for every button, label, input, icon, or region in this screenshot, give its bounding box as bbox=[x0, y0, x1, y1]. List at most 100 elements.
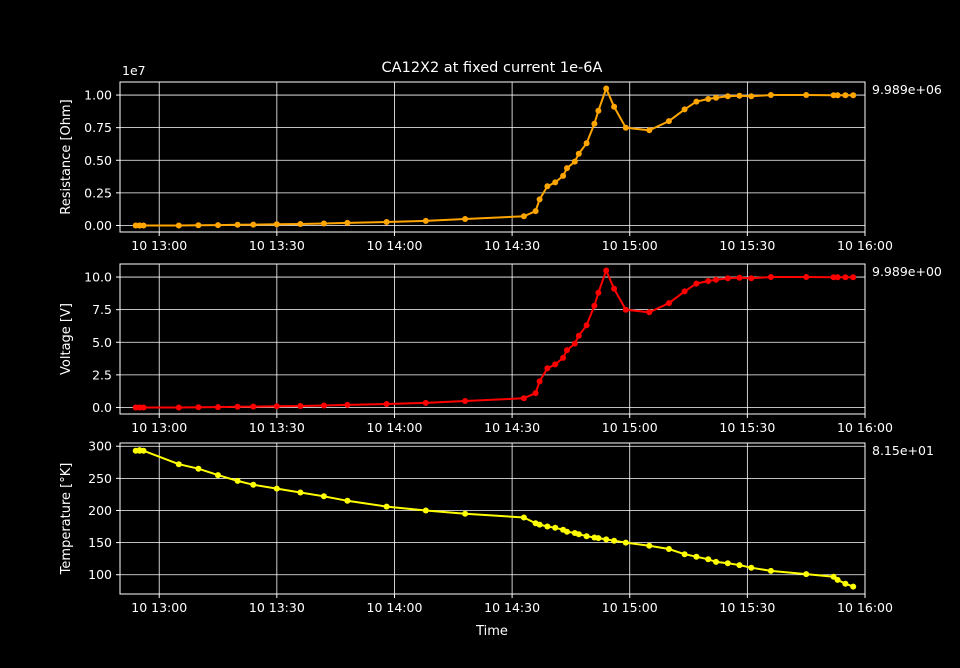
voltage-data-point bbox=[834, 274, 841, 281]
temperature-data-point bbox=[383, 503, 390, 510]
temperature-data-point bbox=[536, 521, 543, 528]
resistance-x-tick-label: 10 14:00 bbox=[367, 238, 423, 253]
voltage-data-point bbox=[215, 404, 221, 411]
resistance-data-point bbox=[713, 94, 719, 101]
temperature-x-tick-label: 10 14:00 bbox=[367, 600, 423, 615]
voltage-data-point bbox=[536, 378, 543, 385]
voltage-x-tick-label: 10 16:00 bbox=[837, 420, 893, 435]
temperature-data-point bbox=[583, 533, 590, 540]
resistance-data-point bbox=[681, 106, 688, 113]
voltage-y-tick-label: 10.0 bbox=[84, 270, 112, 285]
resistance-data-point bbox=[383, 219, 390, 225]
voltage-x-tick-label: 10 13:30 bbox=[249, 420, 305, 435]
resistance-series-points bbox=[132, 85, 857, 229]
temperature-x-tick-label: 10 15:30 bbox=[719, 600, 775, 615]
temperature-y-tick-label: 300 bbox=[88, 439, 112, 454]
resistance-data-point bbox=[215, 222, 221, 229]
resistance-data-point bbox=[520, 213, 527, 220]
temperature-data-point bbox=[736, 562, 743, 569]
voltage-grid bbox=[120, 264, 866, 414]
voltage-data-point bbox=[767, 274, 774, 280]
resistance-data-point bbox=[560, 172, 567, 179]
resistance-data-point bbox=[583, 140, 590, 147]
temperature-data-point bbox=[564, 528, 570, 535]
voltage-data-point bbox=[575, 332, 582, 339]
temperature-data-point bbox=[273, 485, 280, 492]
resistance-y-label: Resistance [Ohm] bbox=[59, 99, 74, 214]
voltage-x-tick-label: 10 14:00 bbox=[367, 420, 423, 435]
voltage-data-point bbox=[646, 309, 653, 316]
voltage-x-ticks: 10 13:00 10 13:30 10 14:00 10 14:30 10 15:00… bbox=[131, 414, 893, 435]
temperature-data-point bbox=[646, 542, 653, 549]
voltage-data-point bbox=[544, 365, 551, 372]
temperature-data-point bbox=[603, 536, 610, 543]
voltage-last-value-label: 9.989e+00 bbox=[872, 264, 942, 279]
temperature-x-tick-label: 10 16:00 bbox=[837, 600, 893, 615]
voltage-data-point bbox=[583, 322, 590, 329]
resistance-x-tick-label: 10 13:30 bbox=[249, 238, 305, 253]
resistance-data-point bbox=[748, 93, 755, 100]
voltage-data-point bbox=[748, 275, 755, 282]
voltage-data-point bbox=[622, 306, 629, 313]
voltage-series-points bbox=[132, 267, 857, 411]
resistance-data-point bbox=[834, 92, 841, 99]
temperature-data-point bbox=[665, 546, 672, 552]
voltage-axes-frame bbox=[119, 263, 866, 415]
voltage-data-point bbox=[803, 274, 810, 280]
voltage-data-point bbox=[234, 403, 241, 410]
voltage-data-point bbox=[603, 267, 610, 274]
voltage-data-point bbox=[560, 354, 567, 361]
temperature-data-point bbox=[705, 556, 712, 563]
temperature-data-point bbox=[520, 514, 527, 521]
voltage-data-point bbox=[250, 403, 257, 410]
voltage-data-point bbox=[713, 276, 719, 283]
resistance-data-point bbox=[803, 92, 810, 98]
temperature-data-point bbox=[767, 567, 774, 574]
resistance-data-point bbox=[140, 222, 147, 229]
voltage-x-tick-label: 10 15:30 bbox=[719, 420, 775, 435]
resistance-data-point bbox=[603, 85, 610, 92]
voltage-data-point bbox=[665, 300, 672, 307]
voltage-y-tick-label: 7.5 bbox=[92, 302, 112, 317]
resistance-data-point bbox=[422, 217, 429, 224]
resistance-x-tick-label: 10 16:00 bbox=[837, 238, 893, 253]
temperature-axes-frame bbox=[119, 442, 866, 595]
temperature-data-point bbox=[462, 510, 469, 517]
resistance-y-ticks: 0.00 0.25 0.50 0.75 1.00 bbox=[84, 88, 120, 233]
temperature-data-point bbox=[713, 558, 719, 565]
resistance-data-point bbox=[693, 98, 700, 105]
resistance-data-point bbox=[767, 92, 774, 98]
resistance-data-point bbox=[591, 120, 598, 127]
temperature-data-point bbox=[842, 580, 849, 587]
resistance-data-point bbox=[575, 150, 582, 157]
voltage-data-point bbox=[195, 404, 202, 411]
resistance-y-tick-label: 1.00 bbox=[84, 88, 112, 103]
temperature-data-point bbox=[595, 535, 602, 542]
resistance-data-point bbox=[646, 127, 653, 134]
resistance-x-tick-label: 10 14:30 bbox=[484, 238, 540, 253]
resistance-grid bbox=[120, 82, 866, 232]
resistance-data-point bbox=[532, 208, 539, 215]
temperature-data-point bbox=[611, 537, 618, 544]
resistance-x-tick-label: 10 13:00 bbox=[131, 238, 187, 253]
voltage-data-point bbox=[591, 302, 598, 309]
resistance-data-point bbox=[850, 92, 857, 99]
temperature-x-tick-label: 10 13:30 bbox=[249, 600, 305, 615]
voltage-panel: 10 13:00 10 13:30 10 14:00 10 14:30 10 15:00… bbox=[59, 263, 942, 435]
resistance-data-point bbox=[736, 92, 743, 99]
voltage-data-point bbox=[693, 280, 700, 287]
temperature-series-line bbox=[135, 448, 854, 588]
temperature-data-point bbox=[215, 472, 221, 479]
temperature-data-point bbox=[724, 560, 731, 567]
temperature-x-tick-label: 10 15:00 bbox=[602, 600, 658, 615]
temperature-y-tick-label: 200 bbox=[88, 503, 112, 518]
resistance-data-point bbox=[320, 220, 327, 227]
voltage-data-point bbox=[520, 395, 527, 402]
temperature-data-point bbox=[320, 493, 327, 500]
temperature-y-ticks: 100 150 200 250 300 bbox=[88, 439, 120, 582]
voltage-y-label: Voltage [V] bbox=[59, 303, 74, 375]
voltage-data-point bbox=[320, 402, 327, 409]
resistance-data-point bbox=[665, 118, 672, 125]
voltage-y-tick-label: 0.0 bbox=[92, 400, 112, 415]
voltage-data-point bbox=[595, 289, 602, 296]
